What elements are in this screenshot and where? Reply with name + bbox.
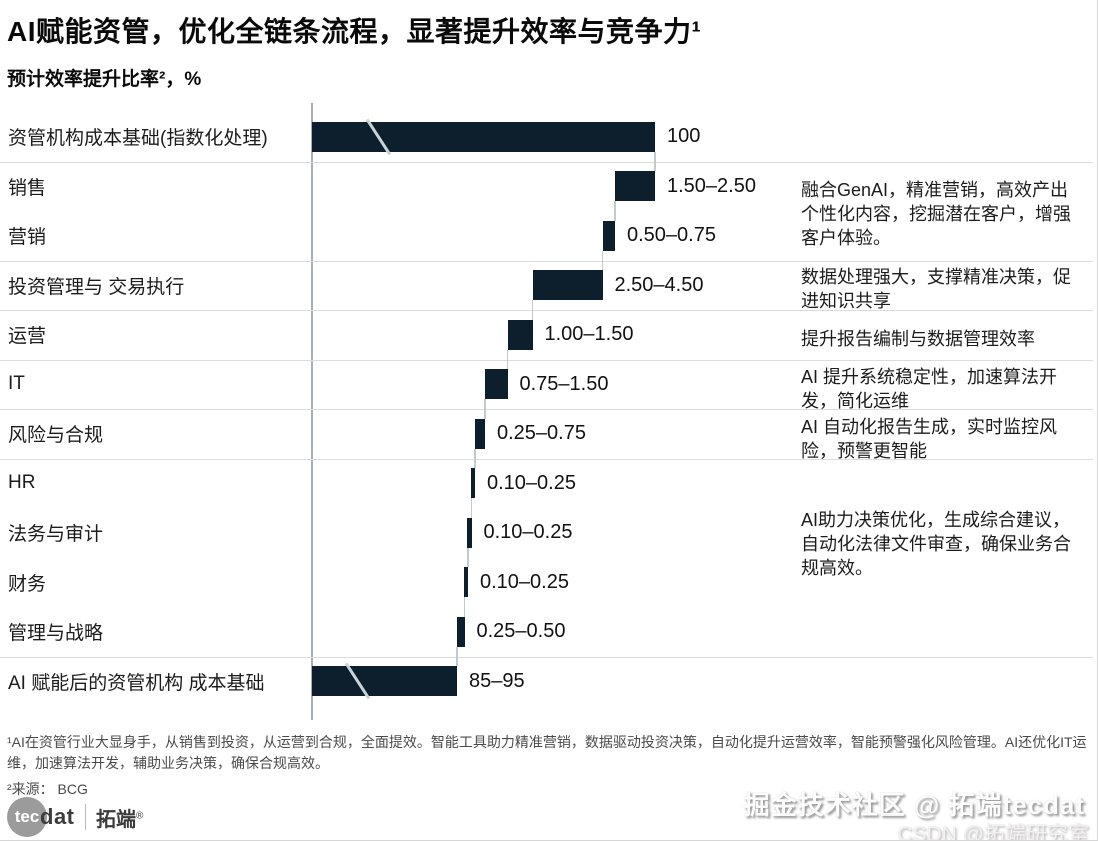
value-label: 0.10–0.25 [487, 471, 576, 494]
value-label: 0.10–0.25 [480, 570, 569, 593]
chart-subtitle: 预计效率提升比率²，% [7, 69, 202, 90]
waterfall-bar [467, 517, 472, 548]
waterfall-connector-line [470, 498, 472, 518]
waterfall-bar [475, 418, 485, 449]
waterfall-connector-line [467, 547, 469, 568]
row-separator-line [0, 161, 1093, 163]
category-label: 投资管理与 交易执行 [8, 276, 185, 298]
value-label: 1.00–1.50 [544, 323, 634, 346]
waterfall-bar [312, 121, 655, 152]
row-separator-line [0, 409, 1093, 410]
logo-brand-text: 拓端® [96, 803, 143, 832]
waterfall-connector-line [484, 399, 486, 419]
waterfall-connector-line [531, 300, 533, 320]
value-label: 2.50–4.50 [614, 273, 704, 296]
category-label: AI 赋能后的资管机构 成本基础 [8, 672, 265, 694]
waterfall-connector-line [474, 448, 476, 469]
annotation-text: 融合GenAI，精准营销，高效产出个性化内容，挖掘潜在客户，增强客户体验。 [801, 180, 1071, 248]
waterfall-bar [615, 171, 655, 202]
footnotes: ¹AI在资管行业大显身手，从销售到投资，从运营到合规，全面提效。智能工具助力精准… [7, 732, 1093, 800]
waterfall-connector-line [614, 201, 616, 221]
category-label: 销售 [8, 177, 47, 199]
category-label: 财务 [8, 573, 47, 595]
category-label: 风险与合规 [8, 425, 104, 447]
annotation-text: 提升报告编制与数据管理效率 [801, 328, 1035, 349]
tecdat-logo-circle-icon: tec [7, 797, 47, 837]
row-separator-line [0, 656, 1093, 658]
row-separator-line [0, 310, 1093, 311]
page-title: AI赋能资管，优化全链条流程，显著提升效率与竞争力¹ [7, 16, 702, 47]
value-label: 1.50–2.50 [667, 174, 756, 197]
waterfall-bar [485, 369, 508, 400]
footnote-2: ²来源： BCG [7, 781, 88, 797]
waterfall-bar [457, 616, 465, 647]
waterfall-connector-line [654, 151, 656, 172]
annotation-text: 数据处理强大，支撑精准决策，促进知识共享 [801, 267, 1071, 312]
value-label: 100 [667, 125, 701, 148]
category-label: IT [8, 373, 25, 395]
value-label: 0.25–0.75 [497, 422, 586, 445]
row-separator-line [0, 359, 1093, 361]
logo-circle-text: tec [14, 807, 40, 826]
waterfall-bar [532, 270, 603, 301]
value-label: 0.25–0.50 [476, 620, 566, 643]
category-label: 营销 [8, 227, 47, 249]
logo-suffix-text: dat [40, 804, 75, 829]
waterfall-bar [507, 319, 533, 350]
category-label: 法务与审计 [8, 524, 104, 546]
value-label: 85–95 [469, 669, 525, 692]
tecdat-logo: tec dat 拓端® [7, 797, 143, 837]
category-label: 资管机构成本基础(指数化处理) [8, 128, 268, 150]
row-separator-line [0, 260, 1093, 262]
waterfall-bar [463, 567, 468, 598]
waterfall-bar [602, 220, 615, 251]
annotation-text: AI助力决策优化，生成综合建议，自动化法律文件审查，确保业务合规高效。 [801, 509, 1071, 578]
waterfall-connector-line [456, 646, 458, 667]
chart-baseline-axis [311, 103, 313, 720]
logo-registered-mark: ® [136, 809, 144, 821]
footnote-1: ¹AI在资管行业大显身手，从销售到投资，从运营到合规，全面提效。智能工具助力精准… [7, 734, 1087, 771]
category-label: HR [8, 472, 36, 494]
category-label: 运营 [8, 326, 47, 348]
value-label: 0.75–1.50 [519, 372, 609, 395]
value-label: 0.50–0.75 [627, 224, 716, 247]
annotation-text: AI 自动化报告生成，实时监控风险，预警更智能 [801, 416, 1058, 461]
row-separator-line [0, 458, 1093, 460]
waterfall-bar [312, 666, 457, 697]
waterfall-bar [470, 468, 475, 499]
waterfall-connector-line [601, 250, 603, 271]
waterfall-connector-line [463, 597, 465, 617]
value-label: 0.10–0.25 [483, 521, 573, 544]
logo-divider [84, 804, 86, 830]
category-label: 管理与战略 [8, 623, 104, 645]
annotation-text: AI 提升系统稳定性，加速算法开发，简化运维 [801, 367, 1058, 412]
waterfall-connector-line [506, 349, 508, 370]
logo-brand-name: 拓端 [96, 808, 136, 831]
